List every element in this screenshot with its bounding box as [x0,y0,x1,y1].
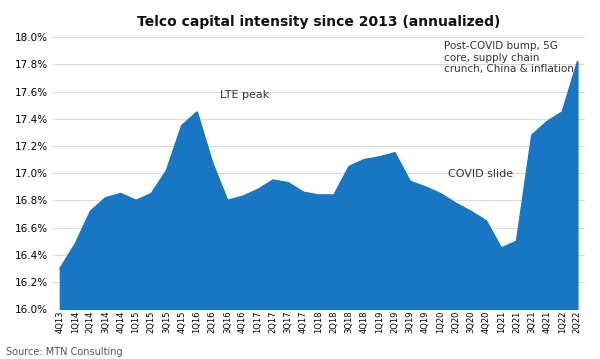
Title: Telco capital intensity since 2013 (annualized): Telco capital intensity since 2013 (annu… [137,15,500,29]
Text: Post-COVID bump, 5G
core, supply chain
crunch, China & inflation: Post-COVID bump, 5G core, supply chain c… [445,41,574,74]
Text: LTE peak: LTE peak [220,90,269,100]
Text: Source: MTN Consulting: Source: MTN Consulting [6,347,122,357]
Text: COVID slide: COVID slide [448,169,513,179]
